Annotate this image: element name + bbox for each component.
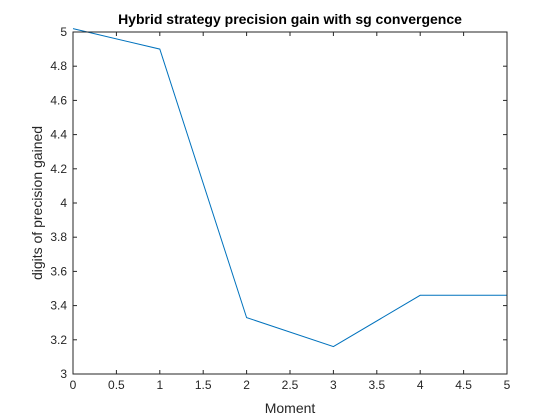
series-line-1 bbox=[72, 28, 507, 348]
x-tick-label: 4 bbox=[417, 378, 424, 392]
y-tick-label: 4.4 bbox=[50, 128, 67, 142]
y-tick-label: 5 bbox=[60, 25, 67, 39]
x-tick-label: 5 bbox=[504, 378, 511, 392]
y-axis-label: digits of precision gained bbox=[29, 126, 45, 280]
y-tick-label: 3.8 bbox=[50, 230, 67, 244]
y-tick-label: 4.6 bbox=[50, 93, 67, 107]
y-tick-label: 3.4 bbox=[50, 299, 67, 313]
x-tick-label: 2.5 bbox=[282, 378, 299, 392]
x-tick-label: 1 bbox=[156, 378, 163, 392]
chart-title: Hybrid strategy precision gain with sg c… bbox=[118, 11, 462, 27]
x-tick-label: 4.5 bbox=[455, 378, 472, 392]
y-tick-label: 3.6 bbox=[50, 264, 67, 278]
y-tick-label: 3 bbox=[60, 367, 67, 381]
x-tick-label: 0 bbox=[70, 378, 77, 392]
x-tick-label: 2 bbox=[243, 378, 250, 392]
y-tick-label: 3.2 bbox=[50, 333, 67, 347]
x-tick-label: 0.5 bbox=[108, 378, 125, 392]
y-tick-label: 4 bbox=[60, 196, 67, 210]
x-axis-label: Moment bbox=[265, 400, 316, 416]
plot-background bbox=[73, 32, 507, 374]
x-tick-label: 3 bbox=[330, 378, 337, 392]
y-tick-label: 4.8 bbox=[50, 59, 67, 73]
x-tick-label: 1.5 bbox=[195, 378, 212, 392]
x-tick-label: 3.5 bbox=[368, 378, 385, 392]
x-axis-ticks: 0 0.5 1 1.5 2 2.5 3 3.5 4 4.5 5 bbox=[70, 32, 511, 392]
y-axis-ticks: 3 3.2 3.4 3.6 3.8 4 4.2 4.4 4.6 4.8 5 bbox=[50, 25, 507, 381]
y-tick-label: 4.2 bbox=[50, 162, 67, 176]
